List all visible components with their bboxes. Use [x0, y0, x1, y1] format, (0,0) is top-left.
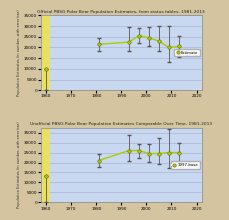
Title: Official PBSG Polar Bear Population Estimates, from status tables, 1981-2013: Official PBSG Polar Bear Population Esti…	[38, 10, 205, 14]
Title: Unofficial PBSG Polar Bear Population Estimates Comparable Over Time, 1981-2013: Unofficial PBSG Polar Bear Population Es…	[30, 122, 213, 126]
Y-axis label: Population Estimates (in number, with error bar): Population Estimates (in number, with er…	[17, 9, 21, 96]
Y-axis label: Population Estimates (in number, with error bar): Population Estimates (in number, with er…	[17, 122, 21, 208]
Bar	[42, 128, 50, 202]
Bar	[42, 15, 50, 90]
Legend: Estimate: Estimate	[174, 49, 200, 56]
Legend: 1997-base: 1997-base	[171, 161, 200, 169]
